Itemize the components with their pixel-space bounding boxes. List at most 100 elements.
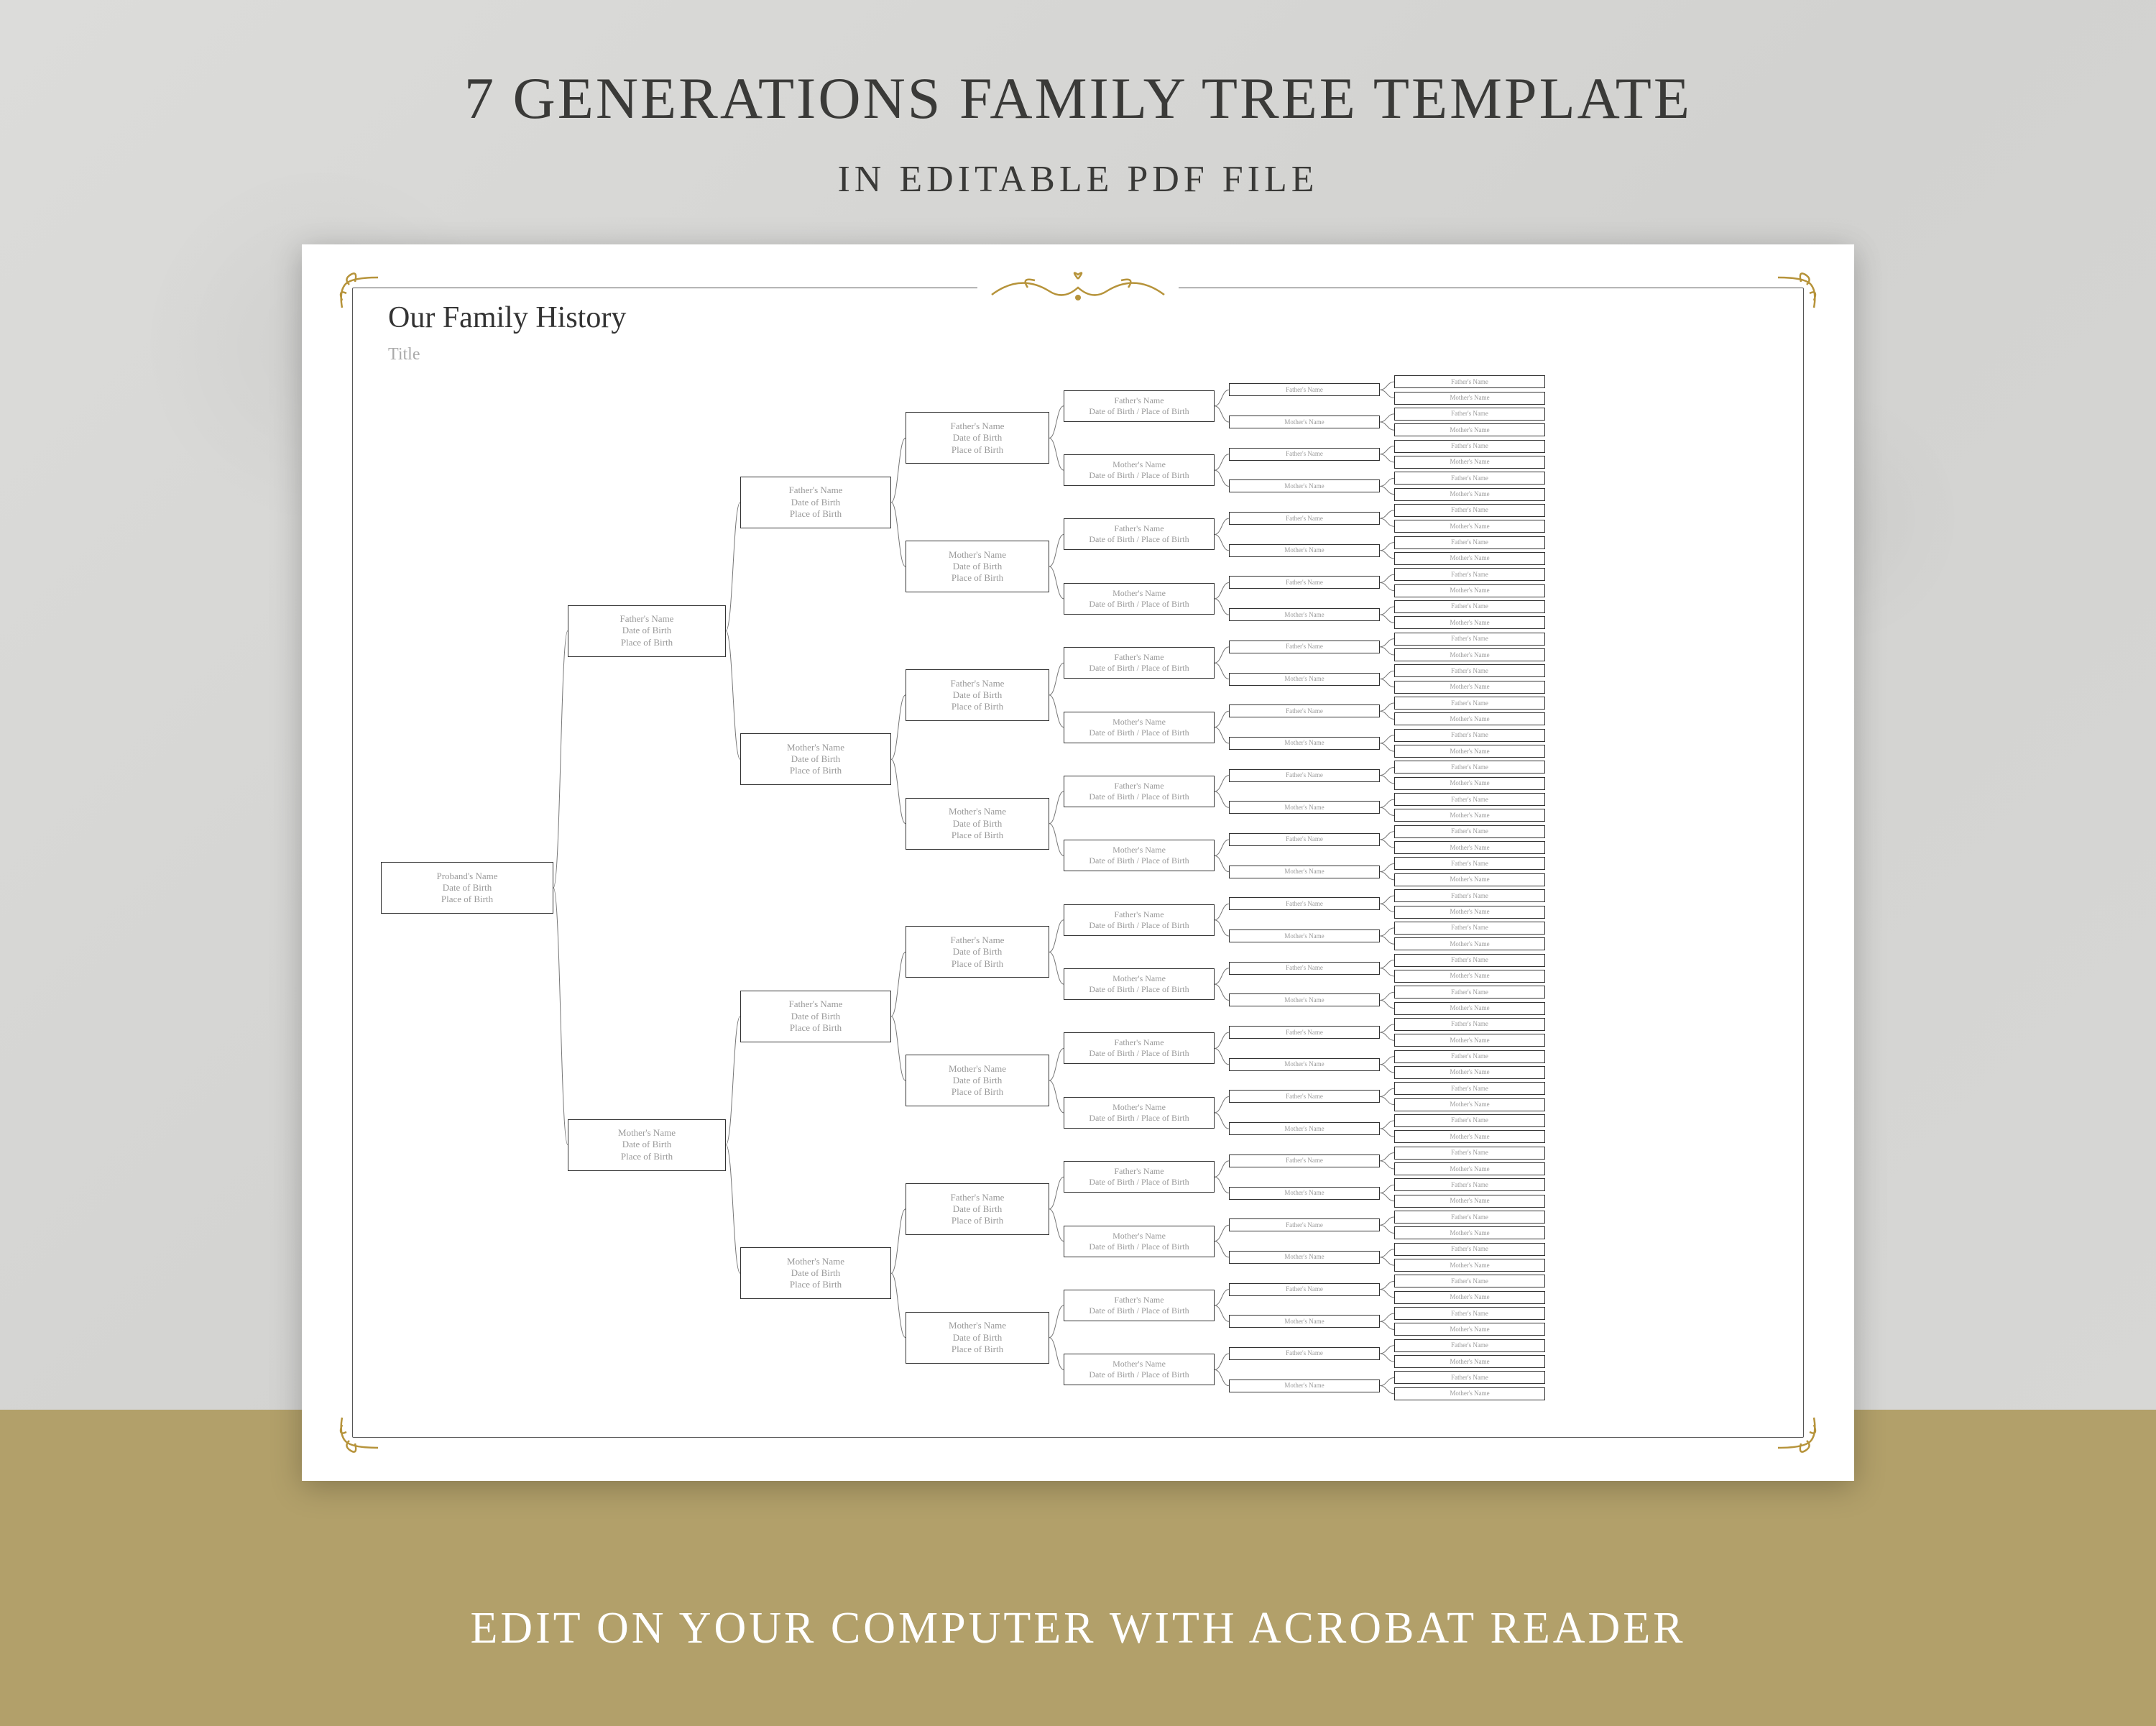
ancestor-node: Mother's Name xyxy=(1394,1034,1545,1047)
ancestor-node: Father's NameDate of BirthPlace of Birth xyxy=(906,412,1049,464)
ancestor-node: Mother's Name xyxy=(1229,416,1380,428)
ancestor-node: Father's NameDate of BirthPlace of Birth xyxy=(740,477,891,528)
ancestor-node: Mother's Name xyxy=(1394,423,1545,436)
ancestor-node: Mother's Name xyxy=(1229,1380,1380,1392)
top-ornament-icon xyxy=(977,266,1179,309)
ancestor-node: Mother's NameDate of BirthPlace of Birth xyxy=(740,733,891,785)
ancestor-node: Mother's NameDate of Birth / Place of Bi… xyxy=(1064,454,1215,486)
ancestor-node: Father's NameDate of Birth / Place of Bi… xyxy=(1064,1161,1215,1193)
corner-ornament-icon xyxy=(1777,272,1820,315)
ancestor-node: Mother's Name xyxy=(1229,993,1380,1006)
ancestor-node: Mother's Name xyxy=(1229,1058,1380,1071)
ancestor-node: Mother's NameDate of BirthPlace of Birth xyxy=(906,798,1049,850)
ancestor-node: Father's NameDate of Birth / Place of Bi… xyxy=(1064,1290,1215,1321)
ancestor-node: Mother's Name xyxy=(1229,479,1380,492)
ancestor-node: Mother's Name xyxy=(1394,1195,1545,1208)
ancestor-node: Father's Name xyxy=(1229,641,1380,653)
ancestor-node: Mother's Name xyxy=(1394,616,1545,629)
ancestor-node: Father's Name xyxy=(1394,1275,1545,1287)
footer-text: EDIT ON YOUR COMPUTER WITH ACROBAT READE… xyxy=(0,1603,2156,1654)
ancestor-node: Mother's Name xyxy=(1229,1315,1380,1328)
ancestor-node: Father's NameDate of Birth / Place of Bi… xyxy=(1064,904,1215,936)
ancestor-node: Father's Name xyxy=(1394,1147,1545,1160)
ancestor-node: Father's NameDate of BirthPlace of Birth xyxy=(906,669,1049,721)
ancestor-node: Father's Name xyxy=(1394,408,1545,421)
ancestor-node: Mother's Name xyxy=(1394,392,1545,405)
ancestor-node: Father's NameDate of Birth / Place of Bi… xyxy=(1064,518,1215,550)
ancestor-node: Mother's Name xyxy=(1229,1251,1380,1264)
template-sheet: Our Family History Title Proband's NameD… xyxy=(302,244,1854,1481)
ancestor-node: Mother's NameDate of BirthPlace of Birth xyxy=(906,541,1049,592)
ancestor-node: Father's Name xyxy=(1394,889,1545,902)
ancestor-node: Father's Name xyxy=(1394,375,1545,388)
ancestor-node: Father's Name xyxy=(1229,1090,1380,1103)
ancestor-node: Mother's Name xyxy=(1394,1355,1545,1368)
ancestor-node: Father's Name xyxy=(1229,383,1380,396)
ancestor-node: Father's Name xyxy=(1394,1114,1545,1127)
ancestor-node: Mother's NameDate of BirthPlace of Birth xyxy=(906,1312,1049,1364)
ancestor-node: Father's Name xyxy=(1394,1018,1545,1031)
ancestor-node: Mother's NameDate of Birth / Place of Bi… xyxy=(1064,712,1215,743)
ancestor-node: Mother's Name xyxy=(1394,1226,1545,1239)
ancestor-node: Father's Name xyxy=(1394,504,1545,517)
ancestor-node: Father's Name xyxy=(1229,1155,1380,1167)
ancestor-node: Father's Name xyxy=(1394,697,1545,710)
ancestor-node: Mother's Name xyxy=(1394,520,1545,533)
ancestor-node: Father's NameDate of Birth / Place of Bi… xyxy=(1064,1032,1215,1064)
ancestor-node: Mother's NameDate of Birth / Place of Bi… xyxy=(1064,1354,1215,1385)
ancestor-node: Mother's Name xyxy=(1229,673,1380,686)
corner-ornament-icon xyxy=(336,1410,379,1454)
ancestor-node: Father's Name xyxy=(1394,440,1545,453)
ancestor-node: Father's Name xyxy=(1229,833,1380,846)
ancestor-node: Mother's Name xyxy=(1394,1162,1545,1175)
ancestor-node: Father's Name xyxy=(1394,664,1545,677)
ancestor-node: Mother's NameDate of Birth / Place of Bi… xyxy=(1064,1226,1215,1257)
ancestor-node: Father's Name xyxy=(1394,825,1545,838)
ancestor-node: Mother's Name xyxy=(1394,1130,1545,1143)
ancestor-node: Mother's Name xyxy=(1229,737,1380,750)
ancestor-node: Mother's Name xyxy=(1394,1259,1545,1272)
ancestor-node: Mother's NameDate of Birth / Place of Bi… xyxy=(1064,840,1215,871)
ancestor-node: Mother's Name xyxy=(1394,1098,1545,1111)
ancestor-node: Father's Name xyxy=(1394,1082,1545,1095)
ancestor-node: Mother's Name xyxy=(1394,488,1545,501)
ancestor-node: Father's Name xyxy=(1394,1243,1545,1256)
ancestor-node: Mother's Name xyxy=(1394,1387,1545,1400)
ancestor-node: Mother's Name xyxy=(1394,777,1545,790)
ancestor-node: Mother's NameDate of Birth / Place of Bi… xyxy=(1064,1097,1215,1129)
ancestor-node: Father's Name xyxy=(1394,954,1545,967)
ancestor-node: Mother's Name xyxy=(1394,1323,1545,1336)
ancestor-node: Mother's Name xyxy=(1394,456,1545,469)
ancestor-node: Father's Name xyxy=(1229,1283,1380,1296)
ancestor-node: Father's Name xyxy=(1394,600,1545,613)
ancestor-node: Mother's Name xyxy=(1394,584,1545,597)
ancestor-node: Father's NameDate of BirthPlace of Birth xyxy=(740,991,891,1042)
ancestor-node: Mother's Name xyxy=(1394,809,1545,822)
ancestor-node: Father's Name xyxy=(1394,568,1545,581)
ancestor-node: Father's Name xyxy=(1229,448,1380,461)
ancestor-node: Mother's Name xyxy=(1394,745,1545,758)
ancestor-node: Mother's NameDate of Birth / Place of Bi… xyxy=(1064,583,1215,615)
ancestor-node: Father's Name xyxy=(1229,512,1380,525)
ancestor-node: Mother's NameDate of Birth / Place of Bi… xyxy=(1064,968,1215,1000)
ancestor-node: Father's Name xyxy=(1229,704,1380,717)
ancestor-node: Father's Name xyxy=(1394,761,1545,774)
ancestor-node: Mother's Name xyxy=(1229,608,1380,621)
ancestor-node: Father's NameDate of Birth / Place of Bi… xyxy=(1064,647,1215,679)
ancestor-node: Father's Name xyxy=(1229,1026,1380,1039)
ancestor-node: Mother's Name xyxy=(1394,970,1545,983)
ancestor-node: Father's NameDate of Birth / Place of Bi… xyxy=(1064,776,1215,807)
ancestor-node: Mother's Name xyxy=(1394,1066,1545,1079)
ancestor-node: Father's Name xyxy=(1394,1050,1545,1063)
ancestor-node: Mother's Name xyxy=(1394,648,1545,661)
ancestor-node: Father's Name xyxy=(1229,769,1380,782)
ancestor-node: Father's Name xyxy=(1394,472,1545,485)
ancestor-node: Father's Name xyxy=(1394,1339,1545,1352)
ancestor-node: Mother's Name xyxy=(1394,1291,1545,1304)
ancestor-node: Mother's Name xyxy=(1229,1187,1380,1200)
ancestor-node: Mother's Name xyxy=(1229,801,1380,814)
sheet-script-title: Our Family History xyxy=(381,300,633,335)
ancestor-node: Father's Name xyxy=(1394,793,1545,806)
ancestor-node: Father's NameDate of BirthPlace of Birth xyxy=(568,605,726,657)
ancestor-node: Mother's Name xyxy=(1394,841,1545,854)
